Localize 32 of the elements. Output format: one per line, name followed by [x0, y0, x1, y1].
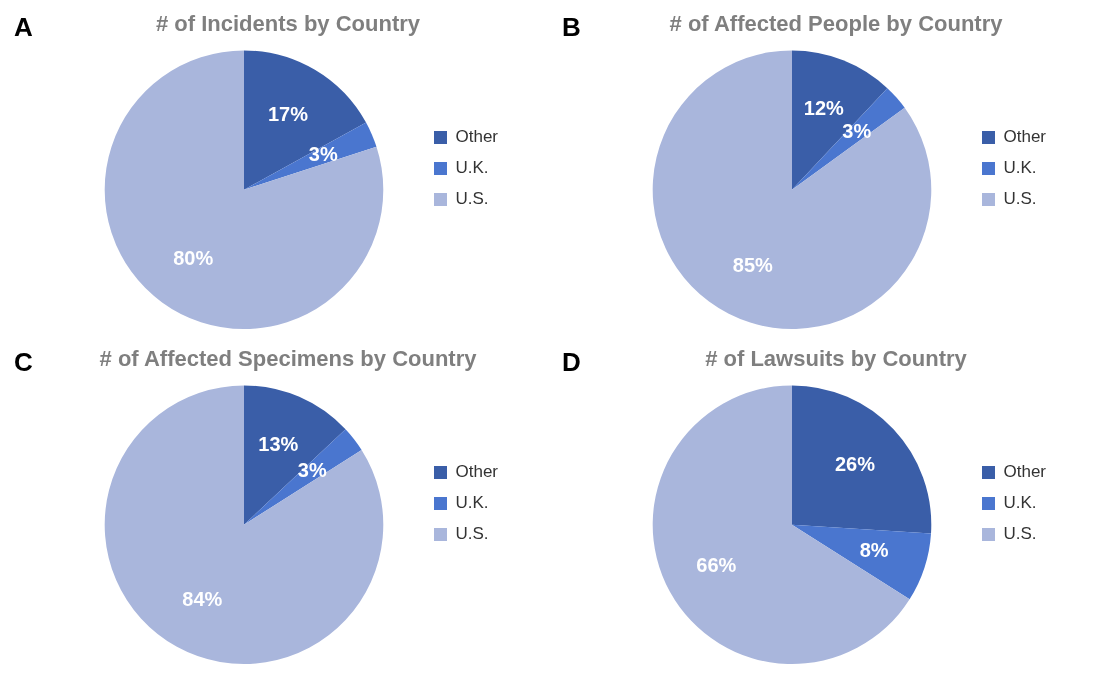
text: D: [562, 347, 581, 378]
legend-label: U.K.: [455, 493, 489, 513]
text: C: [14, 347, 33, 378]
text: B: [562, 12, 581, 43]
data-label: 3%: [842, 120, 872, 143]
chart-title: # of Affected Specimens by Country: [99, 346, 478, 372]
legend-label: U.K.: [1003, 493, 1037, 513]
data-label: 12%: [803, 96, 845, 119]
legend-label: Other: [455, 127, 499, 147]
data-label: 66%: [696, 553, 737, 576]
chart-title: # of Affected People by Country: [669, 11, 1004, 37]
legend-label: Other: [1003, 462, 1047, 482]
text: A: [14, 12, 33, 43]
legend-label: U.S.: [1003, 189, 1037, 209]
legend-label: U.S.: [1003, 524, 1037, 544]
data-label: 8%: [859, 538, 889, 561]
data-label: 13%: [258, 432, 299, 455]
legend-label: U.K.: [455, 158, 489, 178]
legend-label: Other: [455, 462, 499, 482]
data-label: 17%: [267, 102, 309, 125]
data-label: 26%: [834, 453, 876, 476]
legend-label: Other: [1003, 127, 1047, 147]
data-label: 80%: [173, 247, 214, 270]
legend-label: U.S.: [455, 189, 489, 209]
legend-label: U.S.: [455, 524, 489, 544]
data-label: 3%: [308, 142, 338, 165]
data-label: 84%: [182, 587, 223, 610]
data-label: 85%: [732, 254, 774, 277]
chart-title: # of Lawsuits by Country: [705, 346, 968, 372]
data-label: 3%: [297, 459, 327, 482]
legend-label: U.K.: [1003, 158, 1037, 178]
chart-title: # of Incidents by Country: [155, 11, 421, 37]
